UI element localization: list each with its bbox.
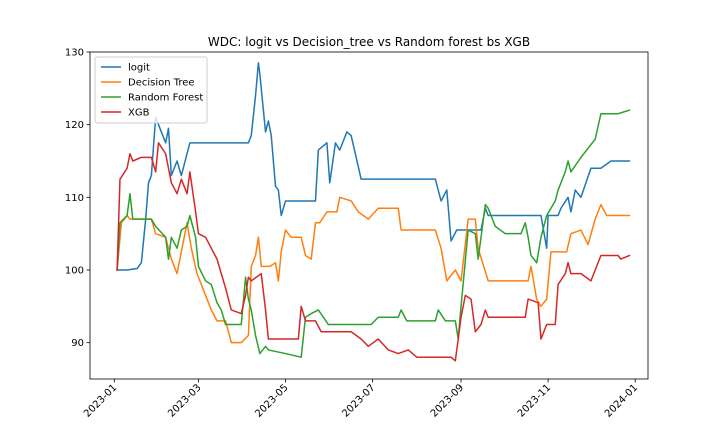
legend: logit Decision Tree Random Forest XGB — [94, 56, 208, 124]
y-tick-label: 100 — [65, 266, 84, 277]
series-line-decision-tree — [116, 196, 631, 344]
legend-label: Random Forest — [128, 93, 203, 104]
axes-frame — [89, 51, 649, 380]
series-group — [116, 62, 631, 362]
y-tick-label: 110 — [65, 193, 84, 204]
y-tick-label: 90 — [71, 338, 84, 349]
legend-label: Decision Tree — [128, 78, 195, 89]
series-line-xgb — [116, 142, 631, 362]
legend-label: logit — [128, 63, 150, 74]
y-tick-label: 120 — [65, 120, 84, 131]
legend-label: XGB — [128, 108, 150, 119]
series-line-logit — [116, 62, 631, 271]
plot-area — [89, 51, 649, 380]
y-tick-label: 130 — [65, 48, 84, 59]
legend-box — [94, 56, 208, 124]
y-axis: 90 100 110 120 130 — [65, 48, 90, 349]
series-line-random-forest — [116, 109, 631, 358]
chart-title: WDC: logit vs Decision_tree vs Random fo… — [208, 35, 530, 49]
